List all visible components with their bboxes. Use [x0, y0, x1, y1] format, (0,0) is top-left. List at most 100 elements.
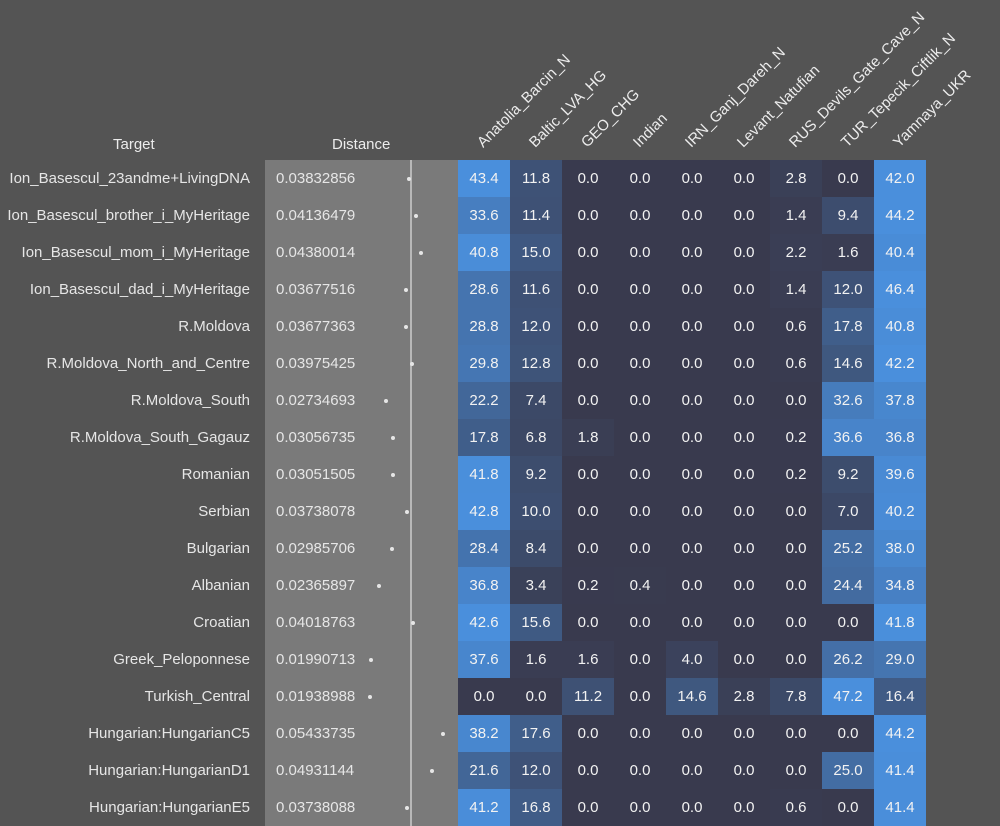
heatmap-cell: 0.0 [718, 271, 770, 308]
heatmap-cell: 28.4 [458, 530, 510, 567]
heatmap-cell: 0.0 [822, 604, 874, 641]
distance-dot [405, 806, 410, 810]
distance-value: 0.02985706 [276, 540, 356, 557]
heatmap-cell: 46.4 [874, 271, 926, 308]
heatmap-cell: 14.6 [666, 678, 718, 715]
heatmap-cell: 0.0 [510, 678, 562, 715]
column-header: Indian [629, 110, 671, 151]
heatmap-cell: 0.0 [614, 271, 666, 308]
distance-value: 0.02734693 [276, 392, 356, 409]
heatmap-cell: 0.0 [666, 456, 718, 493]
heatmap-cell: 0.0 [666, 382, 718, 419]
heatmap-cell: 0.6 [770, 789, 822, 826]
heatmap-cell: 0.0 [822, 160, 874, 197]
heatmap-cell: 0.0 [770, 752, 822, 789]
heatmap-cell: 1.6 [822, 234, 874, 271]
heatmap-cell: 0.0 [562, 530, 614, 567]
heatmap-cell: 9.4 [822, 197, 874, 234]
heatmap-cell: 0.0 [614, 345, 666, 382]
heatmap-cell: 0.0 [562, 382, 614, 419]
distance-value: 0.04136479 [276, 207, 356, 224]
heatmap-cell: 12.0 [510, 308, 562, 345]
heatmap-cell: 1.4 [770, 271, 822, 308]
heatmap-cell: 0.0 [562, 234, 614, 271]
distance-dot [440, 732, 445, 736]
heatmap-cell: 12.8 [510, 345, 562, 382]
heatmap-cell: 10.0 [510, 493, 562, 530]
heatmap-cell: 3.4 [510, 567, 562, 604]
heatmap-cell: 2.2 [770, 234, 822, 271]
heatmap-cell: 42.8 [458, 493, 510, 530]
heatmap-cell: 44.2 [874, 197, 926, 234]
heatmap-cell: 38.0 [874, 530, 926, 567]
distance-divider-line [410, 160, 412, 826]
heatmap-cell: 36.8 [458, 567, 510, 604]
heatmap-cell: 0.6 [770, 345, 822, 382]
distance-value: 0.04931144 [276, 762, 355, 779]
heatmap-cell: 0.0 [770, 567, 822, 604]
heatmap-cell: 0.0 [614, 382, 666, 419]
heatmap-cell: 34.8 [874, 567, 926, 604]
heatmap-cell: 41.8 [458, 456, 510, 493]
distance-dot [389, 547, 394, 551]
heatmap-cell: 0.0 [614, 234, 666, 271]
heatmap-cell: 0.0 [666, 271, 718, 308]
distance-value: 0.01990713 [276, 651, 356, 668]
distance-value: 0.03677516 [276, 281, 356, 298]
heatmap-cell: 0.0 [614, 604, 666, 641]
heatmap-cell: 0.0 [718, 419, 770, 456]
heatmap-cell: 7.0 [822, 493, 874, 530]
heatmap-cell: 28.6 [458, 271, 510, 308]
heatmap-cell: 0.0 [614, 308, 666, 345]
heatmap-cell: 0.0 [562, 493, 614, 530]
target-label: Greek_Peloponnese [113, 651, 250, 668]
target-label: Bulgarian [186, 540, 250, 557]
heatmap-cell: 0.0 [770, 382, 822, 419]
heatmap-cell: 0.0 [614, 530, 666, 567]
heatmap-cell: 6.8 [510, 419, 562, 456]
target-label: R.Moldova_North_and_Centre [46, 355, 250, 372]
heatmap-cell: 15.6 [510, 604, 562, 641]
heatmap-cell: 0.0 [718, 160, 770, 197]
heatmap-cell: 47.2 [822, 678, 874, 715]
heatmap-cell: 0.4 [614, 567, 666, 604]
distance-dot [430, 769, 435, 773]
target-label: Serbian [198, 503, 250, 520]
heatmap-cell: 0.0 [562, 789, 614, 826]
heatmap-cell: 0.0 [562, 271, 614, 308]
heatmap-cell: 0.0 [718, 604, 770, 641]
heatmap-cell: 0.0 [666, 345, 718, 382]
heatmap-cell: 0.0 [770, 715, 822, 752]
heatmap-cell: 0.6 [770, 308, 822, 345]
heatmap-cell: 0.0 [822, 789, 874, 826]
heatmap-cell: 1.4 [770, 197, 822, 234]
heatmap-cell: 40.4 [874, 234, 926, 271]
heatmap-cell: 0.0 [614, 493, 666, 530]
heatmap-cell: 17.8 [458, 419, 510, 456]
heatmap-cell: 0.0 [666, 308, 718, 345]
heatmap-cell: 0.0 [614, 715, 666, 752]
distance-panel [265, 160, 458, 826]
heatmap-cell: 0.0 [666, 160, 718, 197]
heatmap-cell: 11.2 [562, 678, 614, 715]
column-header: IRN_Ganj_Dareh_N [681, 44, 789, 151]
distance-value: 0.03056735 [276, 429, 356, 446]
heatmap-cell: 40.8 [874, 308, 926, 345]
heatmap-cell: 0.0 [718, 789, 770, 826]
heatmap-cell: 0.0 [770, 530, 822, 567]
heatmap-cell: 44.2 [874, 715, 926, 752]
heatmap-cell: 0.0 [718, 715, 770, 752]
heatmap-cell: 43.4 [458, 160, 510, 197]
heatmap-cell: 0.0 [562, 160, 614, 197]
heatmap-cell: 11.4 [510, 197, 562, 234]
distance-value: 0.03975425 [276, 355, 356, 372]
heatmap-cell: 1.8 [562, 419, 614, 456]
target-label: Albanian [191, 577, 250, 594]
target-label: R.Moldova_South_Gagauz [69, 429, 250, 446]
heatmap-cell: 0.0 [718, 456, 770, 493]
heatmap-cell: 37.8 [874, 382, 926, 419]
target-label: R.Moldova [178, 318, 250, 335]
heatmap-cell: 28.8 [458, 308, 510, 345]
target-label: Romanian [181, 466, 250, 483]
